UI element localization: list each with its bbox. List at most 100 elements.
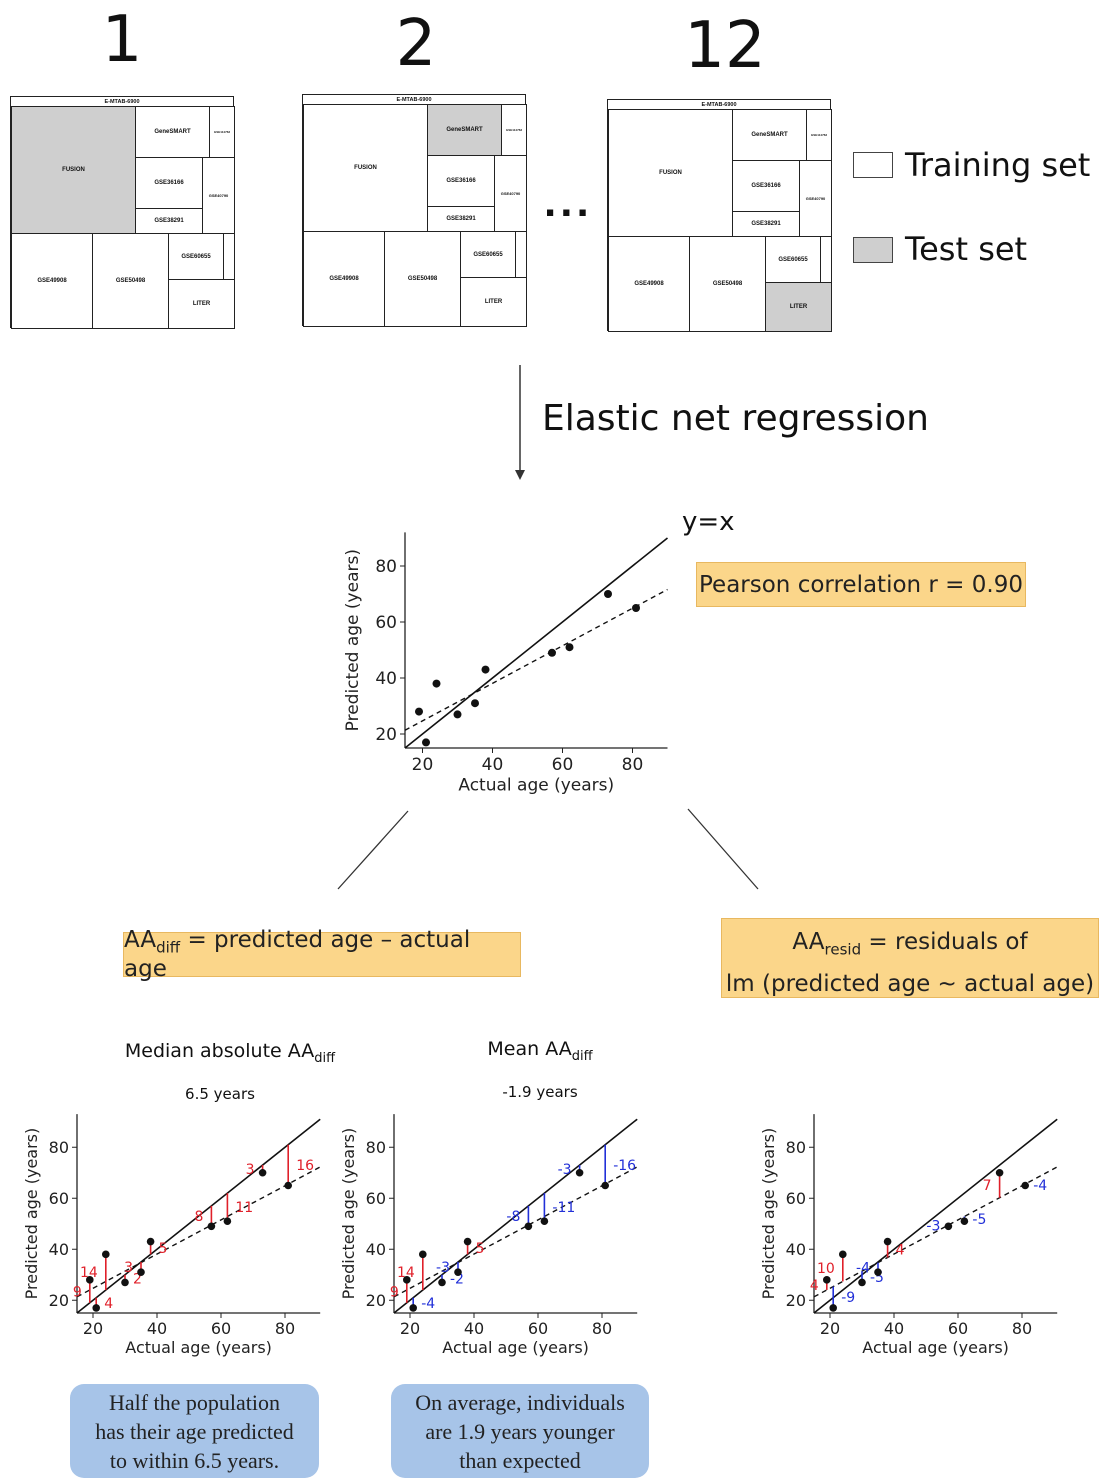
cell-fusion: FUSION [303, 104, 428, 232]
cell-fusion: FUSION [11, 106, 136, 234]
x-tick-label: 40 [147, 1319, 167, 1338]
x-tick-label: 20 [400, 1319, 420, 1338]
residual-label: 14 [80, 1265, 98, 1281]
data-point [1021, 1181, 1029, 1190]
x-axis-label: Actual age (years) [442, 1338, 589, 1357]
data-point [463, 1237, 472, 1246]
identity-line-label: y=x [682, 507, 735, 537]
cell-gse114763: GSE114763 [209, 106, 235, 158]
residual-label: 7 [983, 1178, 992, 1194]
data-point [121, 1278, 129, 1287]
cell-gse114763: GSE114763 [501, 104, 527, 156]
data-point [409, 1304, 417, 1312]
data-point [223, 1217, 232, 1225]
legend-training-swatch [853, 152, 893, 178]
note-mean-line: On average, individuals [415, 1390, 625, 1415]
fold-number-2: 2 [395, 7, 437, 81]
cell-small [515, 231, 527, 278]
identity-line [404, 537, 668, 749]
cell-gse40790: GSE40790 [202, 157, 235, 234]
residual-label: 11 [235, 1200, 253, 1216]
data-point [86, 1276, 94, 1284]
data-point [454, 1268, 462, 1276]
residual-label: 10 [817, 1261, 835, 1277]
cell-gse36166: GSE36166 [427, 155, 495, 207]
x-tick-label: 20 [83, 1319, 103, 1338]
data-point [453, 710, 462, 719]
cell-gse49908: GSE49908 [303, 231, 385, 327]
x-tick-label: 80 [275, 1319, 295, 1338]
data-point [565, 643, 574, 652]
y-tick-label: 60 [786, 1189, 806, 1208]
x-axis-label: Actual age (years) [125, 1338, 272, 1357]
cell-gse38291: GSE38291 [135, 208, 203, 234]
y-tick-label: 80 [366, 1138, 386, 1157]
residual-label: -4 [1033, 1178, 1047, 1194]
note-median: Half the population has their age predic… [70, 1384, 319, 1478]
data-point [419, 1250, 427, 1259]
y-tick-label: 40 [786, 1240, 806, 1259]
aaresid-line2: lm (predicted age ~ actual age) [725, 970, 1095, 997]
cell-gse50498: GSE50498 [92, 233, 169, 329]
data-point [146, 1237, 155, 1246]
data-point [575, 1168, 584, 1177]
residual-label: 3 [246, 1162, 255, 1178]
regression-fit-line [393, 1166, 638, 1298]
data-point [540, 1217, 549, 1225]
data-point [481, 665, 490, 674]
legend-training-label: Training set [905, 146, 1091, 184]
data-point [403, 1276, 411, 1284]
cell-gse40790: GSE40790 [799, 160, 832, 237]
cell-small [820, 236, 832, 283]
aadiff-post: = predicted age – actual age [124, 926, 471, 983]
x-tick-label: 80 [592, 1319, 612, 1338]
residual-label: 14 [397, 1265, 415, 1281]
residual-label: -8 [506, 1209, 520, 1225]
x-tick-label: 60 [948, 1319, 968, 1338]
cell-genesmart: GeneSMART [427, 104, 502, 156]
treemap-fold-1: E-MTAB-6900 FUSION GeneSMART GSE114763 G… [10, 96, 235, 329]
data-point [471, 699, 479, 708]
y-axis-label: Predicted age (years) [343, 549, 363, 731]
data-point [102, 1250, 110, 1259]
residual-label: 9 [390, 1284, 399, 1300]
cell-gse38291: GSE38291 [732, 211, 800, 237]
cell-gse40790: GSE40790 [494, 155, 527, 232]
residual-label: 4 [896, 1243, 905, 1259]
note-median-line: to within 6.5 years. [109, 1448, 280, 1473]
note-median-line: Half the population [108, 1390, 281, 1415]
cell-liter: LITER [765, 282, 832, 332]
data-point [92, 1304, 100, 1312]
main-scatter-plot: 20 40 60 80 20 40 60 80 Actual age (years) Predic… [343, 532, 668, 795]
data-point [422, 738, 430, 747]
panel-1-title-sub: diff [314, 1050, 336, 1066]
x-tick-label: 80 [1012, 1319, 1032, 1338]
data-point [858, 1278, 866, 1287]
aaresid-pre: AA [792, 929, 825, 955]
residual-label: -3 [926, 1219, 940, 1235]
data-point [438, 1278, 446, 1287]
residual-label: -11 [552, 1200, 575, 1216]
x-tick-label: 80 [622, 755, 644, 775]
note-median-line: has their age predicted [95, 1419, 294, 1444]
note-mean: On average, individuals are 1.9 years yo… [391, 1384, 649, 1478]
x-tick-label: 20 [412, 755, 434, 775]
panel-2-title-text: Mean AA [487, 1038, 572, 1060]
residual-label: -3 [436, 1260, 450, 1276]
cell-gse49908: GSE49908 [11, 233, 93, 329]
identity-line [393, 1118, 638, 1314]
x-tick-label: 60 [211, 1319, 231, 1338]
y-axis-label: Predicted age (years) [339, 1128, 358, 1300]
aaresid-sub: resid [824, 940, 862, 959]
data-point [548, 648, 556, 657]
panel-2-title: Mean AAdiff [420, 1038, 660, 1064]
residual-label: 16 [296, 1158, 314, 1174]
data-point [284, 1181, 293, 1190]
cell-gse60655: GSE60655 [168, 233, 224, 280]
y-axis-label: Predicted age (years) [22, 1128, 41, 1300]
y-tick-label: 20 [49, 1291, 69, 1310]
panel-2-title-sub: diff [571, 1048, 593, 1064]
cell-gse60655: GSE60655 [460, 231, 516, 278]
